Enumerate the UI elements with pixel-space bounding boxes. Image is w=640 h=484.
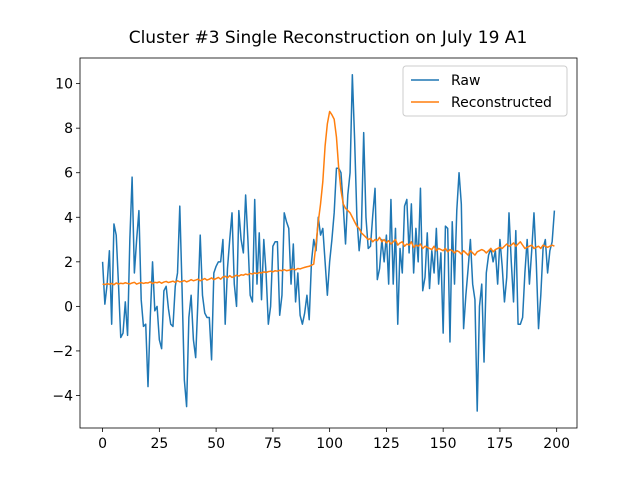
- x-tick-label: 175: [487, 436, 514, 452]
- y-tick-label: −2: [52, 344, 73, 360]
- y-tick-label: 4: [64, 210, 73, 226]
- y-tick-label: 10: [55, 77, 73, 93]
- y-tick-label: −4: [52, 388, 73, 404]
- legend-label: Reconstructed: [451, 95, 552, 111]
- x-tick-label: 150: [430, 436, 457, 452]
- y-tick-label: 8: [64, 121, 73, 137]
- chart-title: Cluster #3 Single Reconstruction on July…: [129, 28, 528, 48]
- y-tick-label: 0: [64, 299, 73, 315]
- x-tick-label: 75: [264, 436, 282, 452]
- plot-frame: [79, 57, 578, 429]
- x-tick-label: 125: [373, 436, 400, 452]
- x-tick-label: 0: [98, 436, 107, 452]
- x-tick-label: 50: [207, 436, 225, 452]
- legend-box: [402, 65, 568, 117]
- x-tick-label: 100: [316, 436, 343, 452]
- x-tick-label: 200: [543, 436, 570, 452]
- x-tick-label: 25: [150, 436, 168, 452]
- y-tick-label: 2: [64, 255, 73, 271]
- line-series: [102, 110, 555, 286]
- legend-label: Raw: [451, 73, 480, 89]
- line-series: [101, 73, 556, 412]
- y-tick-label: 6: [64, 166, 73, 182]
